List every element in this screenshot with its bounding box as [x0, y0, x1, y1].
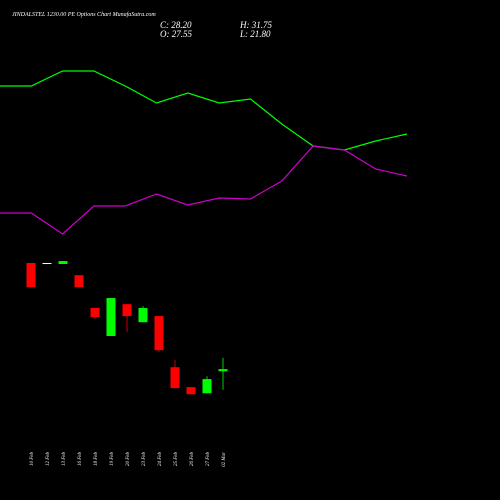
candle-body [138, 308, 148, 323]
line-series [0, 145, 408, 235]
candle-body [106, 298, 116, 337]
candle-body [202, 379, 212, 394]
candle-body [26, 263, 36, 288]
candle-body [122, 304, 132, 317]
candle-body [42, 263, 52, 265]
open-stat: O: 27.55 [160, 29, 192, 39]
x-tick-label: 13 Feb [62, 452, 67, 467]
chart-title: JINDALSTEL 1230.00 PE Options Chart Muna… [12, 11, 156, 18]
x-tick-label: 02 Mar [222, 452, 227, 467]
x-tick-label: 19 Feb [110, 452, 115, 467]
candle-body [186, 387, 196, 395]
x-tick-label: 16 Feb [78, 452, 83, 467]
close-stat: C: 28.20 [160, 20, 192, 30]
x-tick-label: 25 Feb [174, 452, 179, 467]
x-tick-label: 20 Feb [126, 452, 131, 467]
high-stat: H: 31.75 [239, 20, 272, 30]
x-tick-label: 10 Feb [30, 452, 35, 467]
low-stat: L: 21.80 [239, 29, 271, 39]
x-tick-label: 24 Feb [158, 452, 163, 467]
candle-body [90, 308, 100, 318]
x-tick-label: 12 Feb [46, 452, 51, 467]
x-tick-label: 27 Feb [206, 452, 211, 467]
candle-body [74, 275, 84, 288]
candle-body [218, 369, 228, 372]
x-tick-label: 18 Feb [94, 452, 99, 467]
candle-body [170, 367, 180, 389]
candle-body [58, 261, 68, 264]
x-tick-label: 23 Feb [142, 452, 147, 467]
x-tick-label: 26 Feb [190, 452, 195, 467]
candle-body [154, 316, 164, 351]
